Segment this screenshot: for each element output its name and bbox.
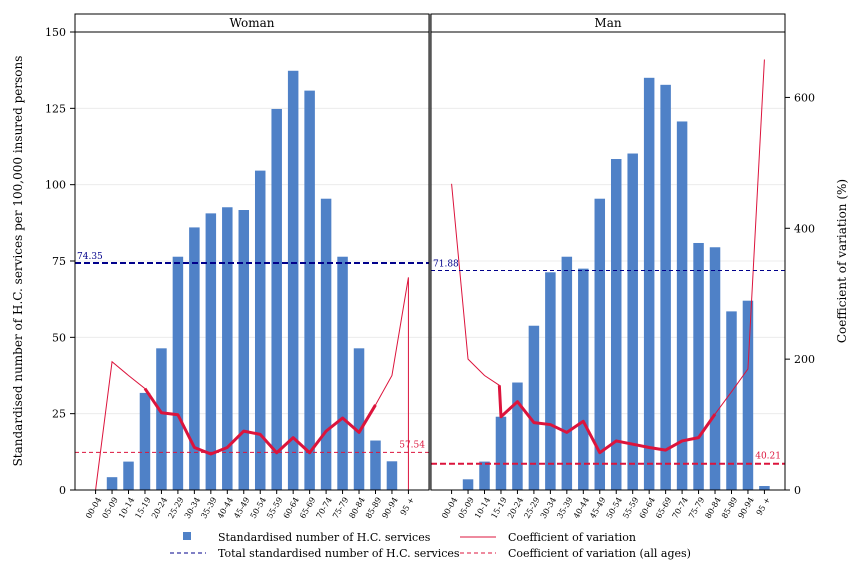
bar [106, 477, 118, 490]
bar [320, 198, 332, 490]
bar [370, 440, 381, 490]
y-left-tick-label: 25 [52, 408, 66, 421]
bar [205, 213, 217, 491]
bar [643, 77, 655, 491]
bar [172, 256, 184, 490]
bar [610, 159, 622, 490]
bar [462, 479, 474, 490]
legend-item: Coefficient of variation (all ages) [460, 547, 691, 560]
legend-label: Coefficient of variation [508, 531, 636, 544]
bar [512, 382, 523, 490]
bar [222, 207, 233, 490]
bar [545, 272, 556, 490]
legend-label: Standardised number of H.C. services [218, 531, 431, 544]
cv-all-label: 57.54 [399, 440, 425, 450]
x-tick-label: 90-94 [736, 496, 755, 520]
legend-item: Coefficient of variation [460, 531, 636, 544]
bar [123, 461, 134, 490]
x-tick-label: 90-94 [380, 496, 399, 520]
y-left-tick-label: 100 [45, 179, 66, 192]
bar [271, 108, 282, 490]
panel-title: Man [594, 16, 621, 30]
bar [238, 210, 250, 490]
bar [304, 90, 315, 491]
bar [726, 311, 737, 490]
y-left-tick-label: 75 [52, 255, 66, 268]
bar [594, 198, 606, 490]
bar [528, 325, 540, 490]
y-right-tick-label: 0 [794, 484, 801, 497]
bar [759, 486, 770, 490]
y-right-tick-label: 200 [794, 353, 815, 366]
total-label: 71.88 [433, 260, 459, 270]
bar [479, 461, 490, 490]
bar [254, 170, 266, 490]
bar [693, 242, 704, 490]
y-left-tick-label: 150 [45, 26, 66, 39]
bar [337, 256, 348, 490]
bar [709, 247, 721, 490]
bar [353, 348, 365, 490]
total-label: 74.35 [77, 252, 103, 262]
y-right-tick-label: 400 [794, 222, 815, 235]
legend-label: Coefficient of variation (all ages) [508, 547, 691, 560]
y-left-tick-label: 50 [52, 331, 66, 344]
y-right-tick-label: 600 [794, 91, 815, 104]
bar [156, 348, 167, 490]
bar [189, 227, 200, 490]
bar [287, 70, 299, 490]
y-left-axis-label: Standardised number of H.C. services per… [11, 56, 25, 467]
panel-title: Woman [229, 16, 274, 30]
y-left-tick-label: 125 [45, 102, 66, 115]
bar [742, 300, 754, 490]
legend-label: Total standardised number of H.C. servic… [218, 547, 460, 560]
cv-line-bold [143, 387, 377, 456]
bar [676, 121, 688, 490]
bar [627, 153, 638, 491]
bar [578, 268, 589, 490]
legend-swatch-bar [183, 532, 191, 540]
bar [495, 416, 507, 490]
legend-item: Standardised number of H.C. services [183, 531, 431, 544]
bar [660, 84, 671, 491]
cv-line-bold [497, 385, 717, 455]
x-tick-label: 95 + [755, 496, 773, 517]
bar [561, 256, 573, 490]
x-tick-label: 95 + [399, 496, 417, 517]
legend-item: Total standardised number of H.C. servic… [170, 547, 460, 560]
bar [139, 392, 151, 490]
y-left-tick-label: 0 [59, 484, 66, 497]
cv-all-label: 40.21 [755, 452, 781, 462]
y-right-axis-label: Coefficient of variation (%) [835, 179, 849, 343]
bar [386, 461, 398, 490]
